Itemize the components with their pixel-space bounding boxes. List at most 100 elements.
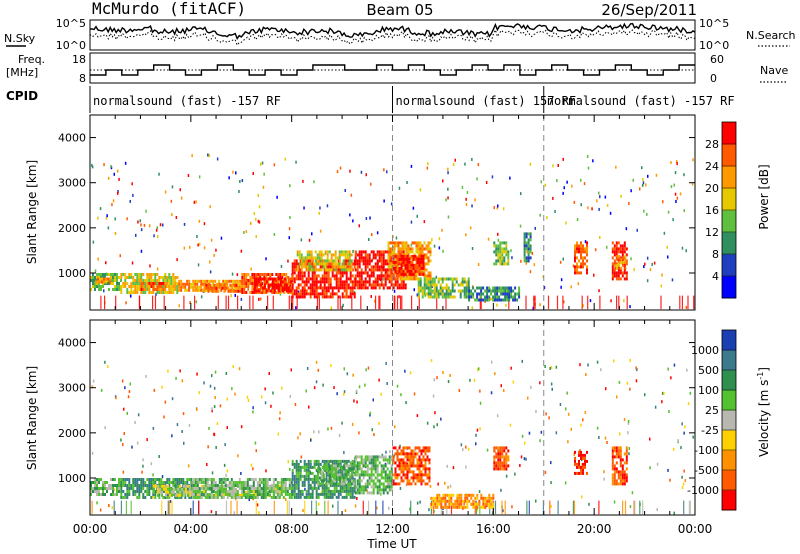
echo-cell	[188, 288, 191, 292]
echo-cell	[426, 449, 429, 453]
echo-cell	[344, 470, 347, 474]
echo-cell	[445, 283, 448, 287]
echo-cell	[465, 295, 468, 299]
echo-cell	[497, 259, 500, 263]
echo-cell	[446, 505, 449, 509]
sparse-echo	[654, 405, 657, 409]
echo-cell	[217, 289, 220, 293]
echo-cell	[351, 486, 354, 490]
echo-cell	[243, 276, 246, 279]
sparse-echo	[213, 386, 216, 390]
echo-cell	[623, 482, 626, 486]
echo-cell	[620, 266, 623, 270]
sparse-echo	[639, 187, 641, 191]
echo-cell	[420, 257, 423, 261]
echo-cell	[343, 271, 346, 275]
near-range-echo	[163, 295, 165, 310]
echo-cell	[502, 298, 505, 302]
echo-cell	[429, 253, 432, 257]
echo-cell	[402, 470, 405, 474]
echo-cell	[112, 276, 114, 279]
echo-cell	[402, 449, 405, 453]
echo-cell	[162, 496, 165, 499]
echo-cell	[260, 487, 263, 490]
echo-cell	[341, 292, 344, 296]
near-range-echo	[549, 500, 551, 515]
sparse-echo	[692, 435, 694, 439]
echo-cell	[408, 479, 411, 483]
echo-cell	[625, 473, 628, 477]
echo-cell	[372, 268, 375, 272]
sparse-echo	[511, 256, 513, 260]
echo-cell	[625, 479, 628, 483]
echo-cell	[213, 487, 215, 491]
echo-cell	[90, 288, 92, 291]
echo-cell	[372, 479, 375, 483]
echo-cell	[420, 254, 423, 258]
echo-cell	[286, 487, 289, 490]
echo-cell	[348, 259, 351, 263]
sparse-echo	[674, 192, 677, 196]
echo-cell	[503, 262, 506, 266]
echo-cell	[153, 487, 155, 491]
sparse-echo	[587, 363, 589, 367]
echo-cell	[244, 493, 247, 496]
echo-cell	[510, 286, 513, 290]
echo-cell	[428, 446, 431, 450]
echo-cell	[190, 484, 193, 487]
echo-cell	[132, 478, 135, 481]
echo-cell	[386, 286, 389, 290]
echo-cell	[335, 286, 338, 290]
echo-cell	[134, 282, 137, 285]
echo-cell	[342, 250, 345, 254]
echo-cell	[252, 496, 255, 499]
sparse-echo	[576, 218, 579, 221]
sparse-echo	[436, 423, 438, 427]
echo-cell	[202, 478, 205, 481]
near-range-echo	[290, 295, 292, 310]
echo-cell	[370, 476, 373, 480]
echo-cell	[335, 283, 338, 287]
echo-cell	[277, 273, 280, 276]
sparse-echo	[598, 289, 600, 293]
echo-cell	[301, 492, 304, 496]
echo-cell	[307, 459, 310, 463]
echo-cell	[318, 470, 321, 474]
sparse-echo	[354, 504, 357, 508]
echo-cell	[586, 268, 588, 272]
echo-cell	[476, 496, 479, 500]
sparse-echo	[277, 432, 280, 436]
echo-cell	[507, 250, 510, 254]
sparse-echo	[248, 498, 250, 502]
echo-cell	[421, 292, 424, 296]
sparse-echo	[116, 169, 119, 173]
echo-cell	[236, 481, 239, 484]
near-range-echo	[368, 500, 370, 515]
sparse-echo	[629, 305, 631, 309]
echo-cell	[386, 482, 389, 486]
sparse-echo	[111, 203, 113, 207]
station-title: McMurdo (fitACF)	[92, 0, 246, 18]
echo-cell	[161, 490, 163, 494]
sparse-echo	[647, 174, 649, 178]
echo-cell	[309, 471, 312, 475]
echo-cell	[329, 280, 332, 284]
echo-cell	[334, 268, 337, 272]
sparse-echo	[580, 178, 582, 182]
echo-cell	[234, 493, 237, 496]
echo-cell	[486, 499, 489, 503]
echo-cell	[285, 286, 288, 290]
echo-cell	[168, 285, 171, 288]
echo-cell	[582, 259, 584, 263]
echo-cell	[206, 279, 209, 283]
echo-cell	[327, 459, 330, 463]
echo-cell	[267, 286, 270, 290]
sparse-echo	[649, 437, 651, 441]
echo-cell	[621, 479, 624, 483]
near-range-echo	[624, 500, 627, 515]
nsky-tick-top: 10^5	[56, 17, 86, 30]
echo-cell	[313, 286, 316, 290]
echo-cell	[429, 271, 432, 275]
echo-cell	[400, 464, 403, 468]
sparse-echo	[505, 474, 508, 478]
